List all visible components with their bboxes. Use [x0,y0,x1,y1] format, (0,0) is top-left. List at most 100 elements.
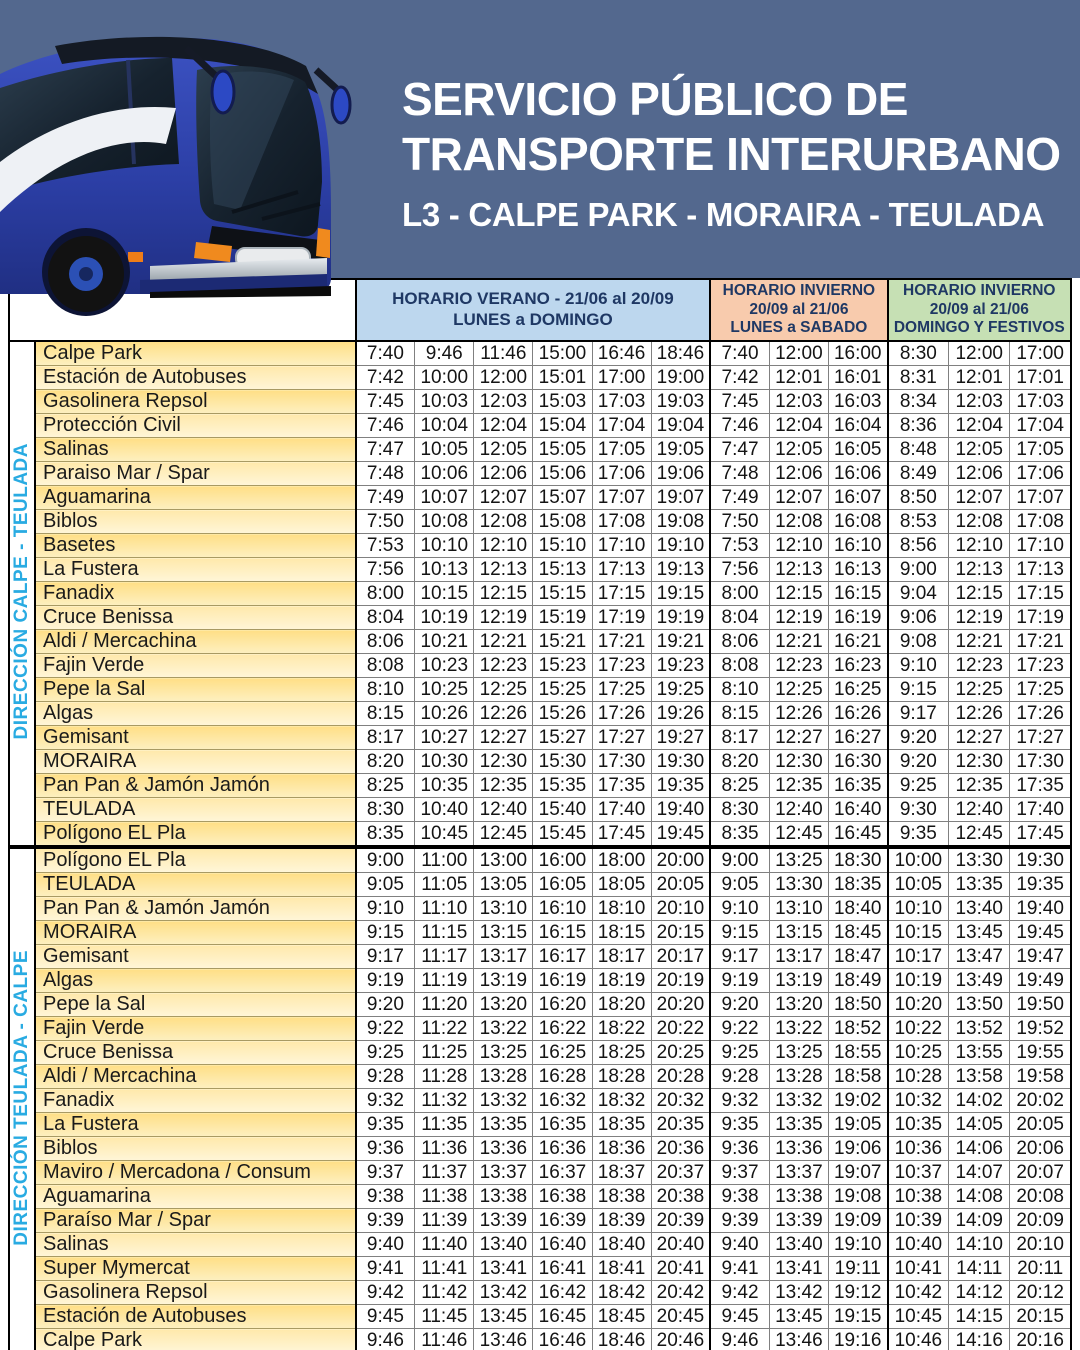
stop-name: TEULADA [34,872,357,897]
time-cell: 13:15 [768,920,829,945]
timetable-row: Aldi / Mercachina 9:28 11:28 13:28 16:28 18:2… [9,1064,1072,1089]
time-cell: 17:05 [1009,437,1072,462]
time-cell: 10:39 [886,1208,950,1233]
time-cell: 16:45 [532,1304,593,1329]
time-cell: 7:42 [354,365,416,390]
time-cell: 16:40 [532,1232,593,1257]
stop-name: Salinas [34,437,357,462]
page-title-line2: TRANSPORTE INTERURBANO [402,128,1061,181]
time-cell: 20:09 [1009,1208,1072,1233]
time-cell: 12:19 [768,605,829,630]
time-cell: 16:15 [532,920,593,945]
time-cell: 16:42 [532,1280,593,1305]
time-cell: 7:53 [709,533,770,558]
time-cell: 10:32 [886,1088,950,1113]
time-cell: 20:12 [1009,1280,1072,1305]
time-cell: 8:31 [886,365,950,390]
time-cell: 18:41 [591,1256,652,1281]
time-cell: 17:45 [1009,821,1072,848]
time-cell: 12:40 [768,797,829,822]
time-cell: 15:03 [532,389,593,414]
time-cell: 19:47 [1009,944,1072,969]
time-cell: 19:00 [650,365,711,390]
time-cell: 12:35 [948,773,1011,798]
time-cell: 13:05 [473,872,534,897]
timetable-row: Gasolinera Repsol 9:42 11:42 13:42 16:42 18:4… [9,1280,1072,1305]
time-cell: 16:27 [827,725,889,750]
time-cell: 13:41 [473,1256,534,1281]
time-cell: 12:10 [948,533,1011,558]
time-cell: 12:15 [473,581,534,606]
time-cell: 9:41 [354,1256,416,1281]
time-cell: 13:42 [768,1280,829,1305]
time-cell: 10:00 [886,845,950,873]
time-cell: 10:35 [414,773,475,798]
time-cell: 13:39 [473,1208,534,1233]
time-cell: 10:15 [886,920,950,945]
time-cell: 19:50 [1009,992,1072,1017]
time-cell: 8:50 [886,485,950,510]
time-cell: 11:10 [414,896,475,921]
time-cell: 11:05 [414,872,475,897]
time-cell: 7:46 [709,413,770,438]
time-cell: 20:28 [650,1064,711,1089]
timetable-row: Estación de Autobuses 9:45 11:45 13:45 16:45… [9,1304,1072,1329]
time-cell: 19:16 [827,1328,889,1350]
time-cell: 9:35 [709,1112,770,1137]
time-cell: 18:49 [827,968,889,993]
time-cell: 19:03 [650,389,711,414]
time-cell: 8:20 [354,749,416,774]
time-cell: 12:21 [768,629,829,654]
time-cell: 19:30 [650,749,711,774]
time-cell: 20:45 [650,1304,711,1329]
time-cell: 14:02 [948,1088,1011,1113]
time-cell: 8:25 [354,773,416,798]
time-cell: 9:20 [709,992,770,1017]
time-cell: 15:01 [532,365,593,390]
time-cell: 11:45 [414,1304,475,1329]
time-cell: 15:15 [532,581,593,606]
timetable-row: Paraíso Mar / Spar 9:39 11:39 13:39 16:39 18:… [9,1208,1072,1233]
time-cell: 18:45 [591,1304,652,1329]
time-cell: 14:15 [948,1304,1011,1329]
time-cell: 10:00 [414,365,475,390]
time-cell: 17:40 [591,797,652,822]
stop-name: Fanadix [34,581,357,606]
stop-name: Biblos [34,1136,357,1161]
time-cell: 12:13 [768,557,829,582]
time-cell: 8:30 [886,340,950,366]
time-cell: 9:42 [354,1280,416,1305]
time-cell: 19:05 [650,437,711,462]
header-winter-holiday: HORARIO INVIERNO 20/09 al 21/06 DOMINGO … [886,278,1073,342]
time-cell: 16:38 [532,1184,593,1209]
time-cell: 10:42 [886,1280,950,1305]
time-cell: 13:47 [948,944,1011,969]
time-cell: 18:30 [827,845,889,873]
time-cell: 12:15 [948,581,1011,606]
time-cell: 19:09 [827,1208,889,1233]
time-cell: 7:40 [709,340,770,366]
timetable-row: Biblos 9:36 11:36 13:36 16:36 18:36 20:36 9:36 1… [9,1136,1072,1161]
time-cell: 20:19 [650,968,711,993]
time-cell: 20:11 [1009,1256,1072,1281]
timetable-row: Algas 8:15 10:26 12:26 15:26 17:26 19:26 8:15 12… [9,701,1072,726]
time-cell: 9:41 [709,1256,770,1281]
time-cell: 19:40 [650,797,711,822]
stop-name: Polígono EL Pla [34,845,357,873]
time-cell: 12:05 [473,437,534,462]
time-cell: 20:32 [650,1088,711,1113]
time-cell: 12:15 [768,581,829,606]
time-cell: 9:10 [709,896,770,921]
time-cell: 16:39 [532,1208,593,1233]
time-cell: 7:56 [709,557,770,582]
time-cell: 9:00 [354,845,416,873]
time-cell: 9:46 [709,1328,770,1350]
stop-name: Fajin Verde [34,653,357,678]
time-cell: 19:05 [827,1112,889,1137]
time-cell: 9:36 [354,1136,416,1161]
time-cell: 12:30 [768,749,829,774]
stop-name: La Fustera [34,557,357,582]
timetable-row: Polígono EL Pla 8:35 10:45 12:45 15:45 17:45 1… [9,821,1072,848]
time-cell: 20:10 [650,896,711,921]
stop-name: Biblos [34,509,357,534]
